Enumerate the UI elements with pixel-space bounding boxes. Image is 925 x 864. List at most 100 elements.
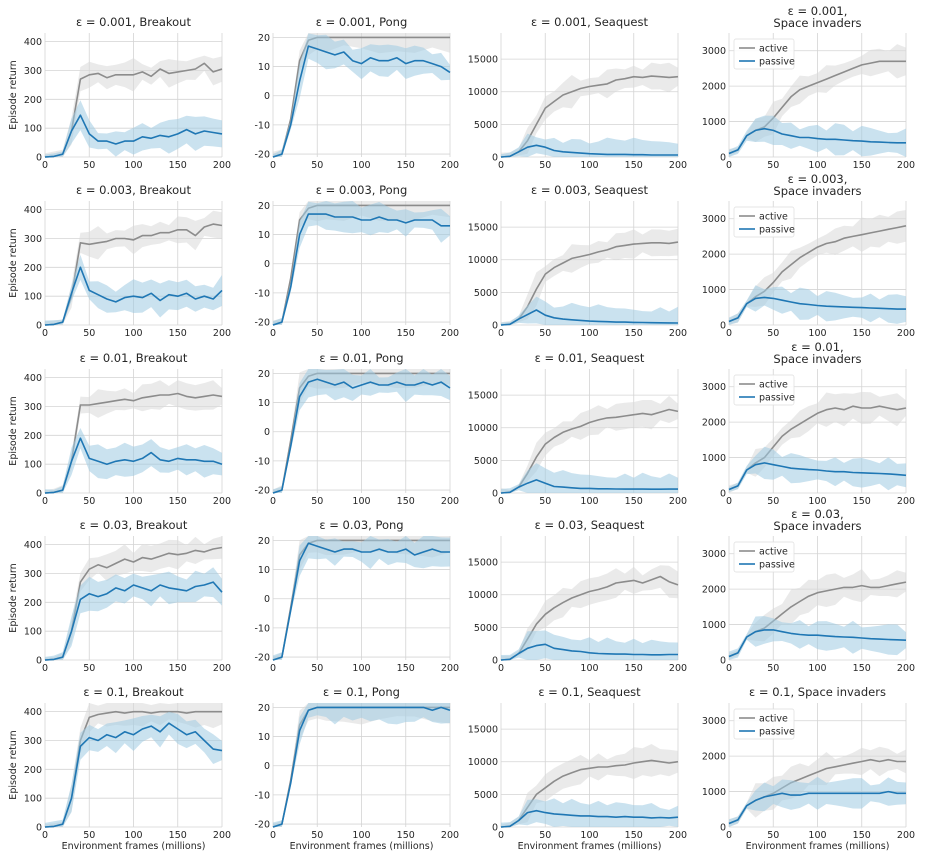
y-tick-label: 300	[24, 569, 42, 580]
x-tick-label: 0	[42, 496, 48, 507]
y-axis-label: Episode return	[8, 730, 19, 799]
x-tick-label: 50	[83, 663, 95, 674]
x-tick-label: 150	[397, 160, 415, 171]
y-tick-label: 15000	[468, 725, 498, 736]
y-tick-label: -20	[254, 486, 270, 497]
x-tick-label: 100	[580, 160, 598, 171]
subplot-title: ε = 0.003, Space invaders	[773, 172, 861, 198]
x-tick-label: 150	[397, 328, 415, 339]
x-tick-label: 200	[669, 830, 687, 841]
series-line-passive	[500, 479, 678, 494]
x-tick-label: 200	[669, 496, 687, 507]
x-tick-label: 150	[625, 496, 643, 507]
x-tick-label: 100	[808, 160, 826, 171]
subplot-seaquest-eps-0.1: ε = 0.1, Seaquest 0 50 100 150 200 0 5000 10000 1…	[468, 685, 687, 852]
x-tick-label: 50	[83, 830, 95, 841]
x-tick-label: 200	[441, 663, 459, 674]
subplot-title: ε = 0.03, Seaquest	[535, 518, 645, 532]
y-tick-label: 0	[36, 656, 42, 667]
y-tick-label: 10000	[468, 255, 498, 266]
series-line-passive	[728, 127, 906, 155]
x-tick-label: 50	[767, 328, 779, 339]
x-tick-label: 100	[580, 496, 598, 507]
x-tick-label: 150	[853, 663, 871, 674]
subplot-title: ε = 0.1, Breakout	[83, 685, 184, 699]
subplot-title: ε = 0.1, Seaquest	[538, 685, 641, 699]
y-tick-label: 0	[492, 321, 498, 332]
x-tick-label: 50	[311, 328, 323, 339]
y-tick-label: -10	[254, 120, 270, 131]
x-tick-label: 0	[498, 496, 504, 507]
x-tick-label: 50	[539, 830, 551, 841]
x-tick-label: 200	[669, 328, 687, 339]
x-tick-label: 100	[124, 496, 142, 507]
y-tick-label: 3000	[702, 46, 726, 57]
x-tick-label: 150	[853, 160, 871, 171]
y-tick-label: 1000	[702, 620, 726, 631]
x-tick-label: 100	[124, 830, 142, 841]
y-tick-label: 5000	[474, 790, 498, 801]
y-tick-label: 0	[264, 91, 270, 102]
x-tick-label: 50	[311, 830, 323, 841]
subplot-pong-eps-0.03: ε = 0.03, Pong 0 50 100 150 200 -20 -10 0 10 20	[254, 518, 459, 674]
y-tick-label: 3000	[702, 716, 726, 727]
y-tick-label: 15000	[468, 558, 498, 569]
y-axis-label: Episode return	[8, 228, 19, 297]
y-tick-label: 400	[24, 37, 42, 48]
subplot-title: ε = 0.03, Space invaders	[773, 507, 861, 533]
y-tick-label: 100	[24, 794, 42, 805]
x-tick-label: 100	[808, 496, 826, 507]
y-tick-label: 10	[258, 398, 270, 409]
subplot-title: ε = 0.1, Pong	[323, 685, 400, 699]
y-tick-label: 0	[720, 153, 726, 164]
y-tick-label: 5000	[474, 120, 498, 131]
x-tick-label: 0	[726, 160, 732, 171]
band-active	[45, 703, 222, 827]
x-tick-label: 0	[270, 496, 276, 507]
series-line-passive	[272, 378, 451, 494]
y-tick-label: 0	[264, 427, 270, 438]
x-tick-label: 50	[83, 328, 95, 339]
y-tick-label: 200	[24, 765, 42, 776]
x-tick-label: 150	[625, 663, 643, 674]
x-axis-label: Environment frames (millions)	[518, 841, 662, 852]
x-tick-label: 0	[42, 160, 48, 171]
subplot-title: ε = 0.03, Breakout	[80, 518, 188, 532]
x-tick-label: 200	[213, 663, 231, 674]
x-tick-label: 50	[767, 830, 779, 841]
y-tick-label: 0	[264, 761, 270, 772]
subplot-pong-eps-0.1: ε = 0.1, Pong 0 50 100 150 200 -20 -10 0 10 20 Envi…	[254, 685, 459, 852]
subplot-seaquest-eps-0.03: ε = 0.03, Seaquest 0 50 100 150 200 0 5000 10000…	[468, 518, 687, 674]
x-tick-label: 200	[441, 160, 459, 171]
x-tick-label: 150	[625, 160, 643, 171]
x-tick-label: 100	[580, 830, 598, 841]
x-tick-label: 100	[124, 328, 142, 339]
subplot-breakout-eps-0.03: ε = 0.03, Breakout 0 50 100 150 200 0 100 200 300…	[8, 518, 231, 674]
y-tick-label: -10	[254, 456, 270, 467]
y-axis-label: Episode return	[8, 396, 19, 465]
x-tick-label: 0	[42, 328, 48, 339]
x-tick-label: 200	[897, 328, 915, 339]
y-tick-label: 10000	[468, 590, 498, 601]
y-tick-label: 3000	[702, 382, 726, 393]
x-tick-label: 100	[580, 328, 598, 339]
y-tick-label: 0	[264, 259, 270, 270]
legend: active passive	[733, 38, 795, 70]
y-tick-label: 400	[24, 540, 42, 551]
series-line-passive	[44, 266, 223, 326]
y-tick-label: 10000	[468, 757, 498, 768]
x-tick-label: 100	[808, 830, 826, 841]
legend: active passive	[733, 708, 795, 740]
y-tick-label: 0	[720, 489, 726, 500]
x-axis-label: Environment frames (millions)	[290, 841, 434, 852]
x-tick-label: 0	[498, 160, 504, 171]
x-tick-label: 0	[498, 830, 504, 841]
band-passive	[729, 616, 906, 660]
band-active	[501, 565, 678, 660]
y-tick-label: 400	[24, 205, 42, 216]
y-tick-label: 5000	[474, 288, 498, 299]
band-active	[45, 536, 222, 660]
x-tick-label: 200	[669, 663, 687, 674]
